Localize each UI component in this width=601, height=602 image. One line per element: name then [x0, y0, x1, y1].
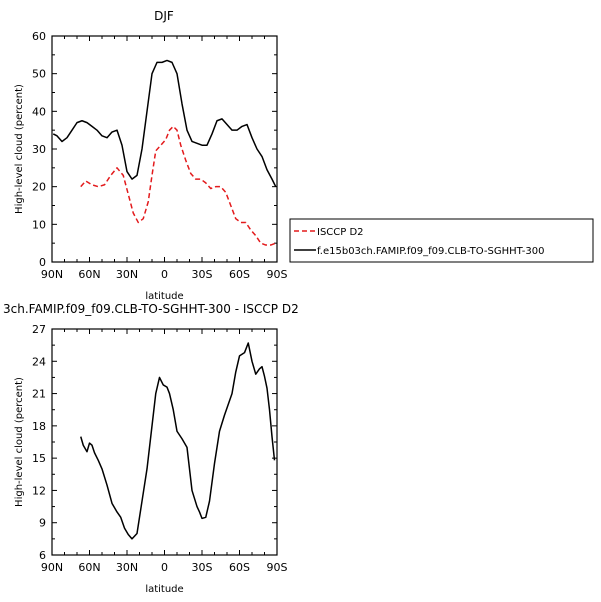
- plot-frame: [51, 328, 278, 556]
- x-tick-label: 90N: [41, 561, 63, 574]
- x-tick-label: 30S: [192, 268, 213, 281]
- chart-title: DJF: [154, 9, 174, 23]
- x-tick-label: 60N: [78, 561, 100, 574]
- x-axis-title: latitude: [145, 291, 183, 302]
- chart-title: 3ch.FAMIP.f09_f09.CLB-TO-SGHHT-300 - ISC…: [3, 302, 299, 316]
- x-axis-title: latitude: [145, 584, 183, 595]
- x-tick-label: 90S: [267, 561, 288, 574]
- x-tick-label: 60S: [229, 561, 250, 574]
- y-tick-label: 6: [39, 549, 46, 562]
- series-line-1: [80, 125, 277, 246]
- y-tick-label: 12: [32, 484, 46, 497]
- legend-entry-2: f.e15b03ch.FAMIP.f09_f09.CLB-TO-SGHHT-30…: [317, 246, 545, 257]
- y-tick-label: 18: [32, 420, 46, 433]
- y-tick-label: 10: [32, 218, 46, 231]
- x-tick-label: 30N: [116, 268, 138, 281]
- y-tick-label: 40: [32, 105, 46, 118]
- y-tick-label: 24: [32, 355, 46, 368]
- y-axis-title: High-level cloud (percent): [14, 377, 25, 507]
- series-line-2: [52, 59, 277, 188]
- plot-frame: [51, 35, 278, 263]
- y-tick-label: 60: [32, 30, 46, 43]
- x-tick-label: 0: [161, 268, 168, 281]
- x-tick-label: 30S: [192, 561, 213, 574]
- legend-entry-1: ISCCP D2: [317, 227, 364, 238]
- x-tick-label: 0: [161, 561, 168, 574]
- x-tick-label: 60S: [229, 268, 250, 281]
- x-tick-label: 30N: [116, 561, 138, 574]
- y-tick-label: 21: [32, 388, 46, 401]
- y-tick-label: 50: [32, 68, 46, 81]
- y-tick-label: 9: [39, 517, 46, 530]
- y-tick-label: 27: [32, 323, 46, 336]
- x-tick-label: 60N: [78, 268, 100, 281]
- legend-box: [289, 218, 594, 263]
- y-tick-label: 30: [32, 143, 46, 156]
- y-axis-title: High-level cloud (percent): [14, 84, 25, 214]
- x-tick-label: 90N: [41, 268, 63, 281]
- y-tick-label: 20: [32, 181, 46, 194]
- y-tick-label: 0: [39, 256, 46, 269]
- x-tick-label: 90S: [267, 268, 288, 281]
- y-tick-label: 15: [32, 452, 46, 465]
- series-line-1: [80, 342, 276, 540]
